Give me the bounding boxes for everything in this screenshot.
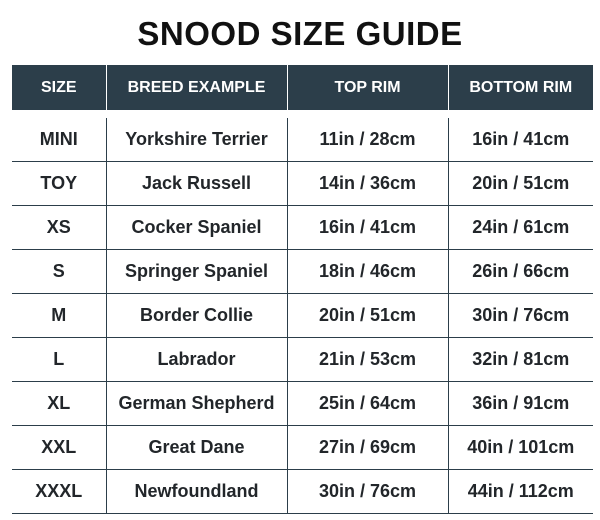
- cell-breed: Springer Spaniel: [105, 249, 287, 294]
- cell-bottom-rim: 16in / 41cm: [447, 118, 593, 162]
- table-body: MINI Yorkshire Terrier 11in / 28cm 16in …: [12, 110, 593, 514]
- cell-breed: Great Dane: [105, 425, 287, 470]
- cell-top-rim: 30in / 76cm: [286, 469, 448, 514]
- header-top-rim: TOP RIM: [286, 65, 448, 110]
- cell-top-rim: 14in / 36cm: [286, 161, 448, 206]
- table-row: XS Cocker Spaniel 16in / 41cm 24in / 61c…: [12, 205, 593, 250]
- cell-size: XL: [12, 381, 106, 426]
- header-size: SIZE: [12, 65, 106, 110]
- table-row: XXL Great Dane 27in / 69cm 40in / 101cm: [12, 425, 593, 470]
- cell-size: M: [12, 293, 106, 338]
- cell-bottom-rim: 32in / 81cm: [447, 337, 593, 382]
- cell-bottom-rim: 30in / 76cm: [447, 293, 593, 338]
- cell-size: XS: [12, 205, 106, 250]
- cell-breed: Yorkshire Terrier: [105, 118, 287, 162]
- size-guide-table: SIZE BREED EXAMPLE TOP RIM BOTTOM RIM MI…: [12, 65, 593, 514]
- cell-top-rim: 11in / 28cm: [286, 118, 448, 162]
- cell-breed: Cocker Spaniel: [105, 205, 287, 250]
- page-title: SNOOD SIZE GUIDE: [137, 15, 463, 52]
- cell-breed: Border Collie: [105, 293, 287, 338]
- cell-bottom-rim: 40in / 101cm: [447, 425, 593, 470]
- cell-bottom-rim: 24in / 61cm: [447, 205, 593, 250]
- cell-top-rim: 27in / 69cm: [286, 425, 448, 470]
- table-header: SIZE BREED EXAMPLE TOP RIM BOTTOM RIM: [12, 65, 593, 110]
- table-row: MINI Yorkshire Terrier 11in / 28cm 16in …: [12, 118, 593, 162]
- cell-breed: Jack Russell: [105, 161, 287, 206]
- cell-size: TOY: [12, 161, 106, 206]
- cell-top-rim: 25in / 64cm: [286, 381, 448, 426]
- header-row: SIZE BREED EXAMPLE TOP RIM BOTTOM RIM: [12, 65, 593, 110]
- cell-size: XXXL: [12, 469, 106, 514]
- cell-breed: Labrador: [105, 337, 287, 382]
- cell-bottom-rim: 26in / 66cm: [447, 249, 593, 294]
- cell-top-rim: 21in / 53cm: [286, 337, 448, 382]
- cell-top-rim: 18in / 46cm: [286, 249, 448, 294]
- cell-size: L: [12, 337, 106, 382]
- header-bottom-rim: BOTTOM RIM: [447, 65, 593, 110]
- table-row: TOY Jack Russell 14in / 36cm 20in / 51cm: [12, 161, 593, 206]
- cell-bottom-rim: 20in / 51cm: [447, 161, 593, 206]
- table-row: XXXL Newfoundland 30in / 76cm 44in / 112…: [12, 469, 593, 514]
- table-row: S Springer Spaniel 18in / 46cm 26in / 66…: [12, 249, 593, 294]
- cell-size: S: [12, 249, 106, 294]
- cell-top-rim: 20in / 51cm: [286, 293, 448, 338]
- cell-bottom-rim: 44in / 112cm: [447, 469, 593, 514]
- header-spacer: [12, 110, 593, 118]
- cell-breed: German Shepherd: [105, 381, 287, 426]
- table-row: L Labrador 21in / 53cm 32in / 81cm: [12, 337, 593, 382]
- cell-size: MINI: [12, 118, 106, 162]
- table-row: XL German Shepherd 25in / 64cm 36in / 91…: [12, 381, 593, 426]
- cell-top-rim: 16in / 41cm: [286, 205, 448, 250]
- cell-breed: Newfoundland: [105, 469, 287, 514]
- table-row: M Border Collie 20in / 51cm 30in / 76cm: [12, 293, 593, 338]
- cell-size: XXL: [12, 425, 106, 470]
- cell-bottom-rim: 36in / 91cm: [447, 381, 593, 426]
- header-breed-example: BREED EXAMPLE: [105, 65, 287, 110]
